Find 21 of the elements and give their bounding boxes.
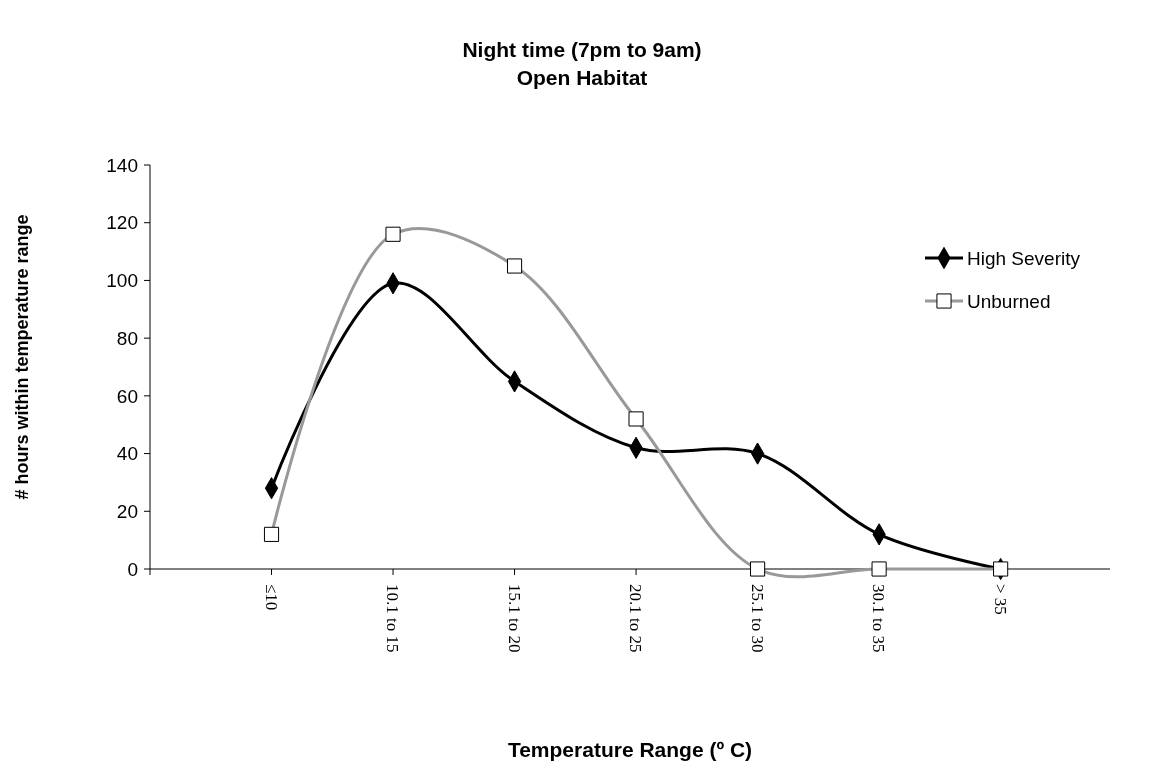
- legend-label: Unburned: [967, 290, 1051, 312]
- x-axis-title: Temperature Range (º C): [507, 738, 753, 761]
- x-tick-label: ≤10: [261, 584, 281, 611]
- y-tick-label: 60: [116, 385, 138, 407]
- legend-label: High Severity: [967, 247, 1081, 269]
- x-tick-label: 20.1 to 25: [626, 584, 646, 653]
- y-tick-label: 40: [116, 443, 138, 465]
- x-tick-label: 25.1 to 30: [747, 584, 767, 653]
- y-tick-label: 140: [106, 154, 138, 176]
- x-tick-label: > 35: [990, 584, 1010, 615]
- y-tick-label: 120: [106, 212, 138, 234]
- chart-title: Night time (7pm to 9am): [462, 38, 702, 61]
- y-axis-title: # hours within temperature range: [12, 214, 32, 500]
- y-tick-label: 20: [116, 500, 138, 522]
- x-tick-label: 10.1 to 15: [383, 584, 403, 653]
- x-tick-label: 15.1 to 20: [504, 584, 524, 653]
- y-tick-label: 80: [116, 327, 138, 349]
- chart-subtitle: Open Habitat: [516, 66, 648, 89]
- y-tick-label: 0: [127, 558, 138, 580]
- x-tick-label: 30.1 to 35: [869, 584, 889, 653]
- y-tick-label: 100: [106, 270, 138, 292]
